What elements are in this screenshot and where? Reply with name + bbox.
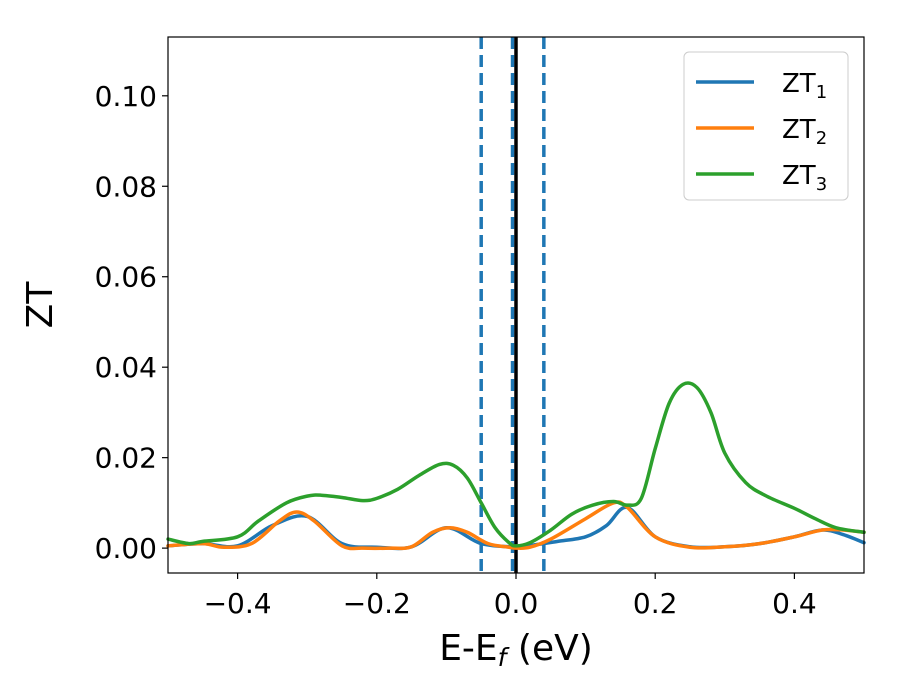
x-tick-label: −0.4 <box>204 587 272 620</box>
y-tick-label: 0.00 <box>95 532 157 565</box>
legend-box <box>683 51 849 201</box>
y-tick-label: 0.10 <box>95 80 157 113</box>
legend-label-zt3: ZT3 <box>782 161 827 195</box>
y-tick-label: 0.06 <box>95 261 157 294</box>
series-lines <box>166 381 866 551</box>
y-axis-ticks: 0.00 0.02 0.04 0.06 0.08 0.10 <box>95 80 168 565</box>
x-tick-label: 0.2 <box>633 587 678 620</box>
x-tick-label: 0.4 <box>772 587 817 620</box>
legend-label-zt1: ZT1 <box>782 69 827 103</box>
y-tick-label: 0.04 <box>95 351 157 384</box>
vertical-marker-lines <box>479 37 546 573</box>
legend: ZT1 ZT2 ZT3 <box>683 51 849 201</box>
x-axis-title: E-Ef (eV) <box>439 628 593 672</box>
series-line-zt3 <box>166 381 866 548</box>
y-tick-label: 0.02 <box>95 442 157 475</box>
y-axis-title: ZT <box>20 281 61 329</box>
y-tick-label: 0.08 <box>95 170 157 203</box>
x-tick-label: 0.0 <box>494 587 539 620</box>
x-axis-ticks: −0.4 −0.2 0.0 0.2 0.4 <box>204 573 817 620</box>
series-line-zt2 <box>166 500 866 551</box>
legend-label-zt2: ZT2 <box>782 115 827 149</box>
x-tick-label: −0.2 <box>343 587 411 620</box>
